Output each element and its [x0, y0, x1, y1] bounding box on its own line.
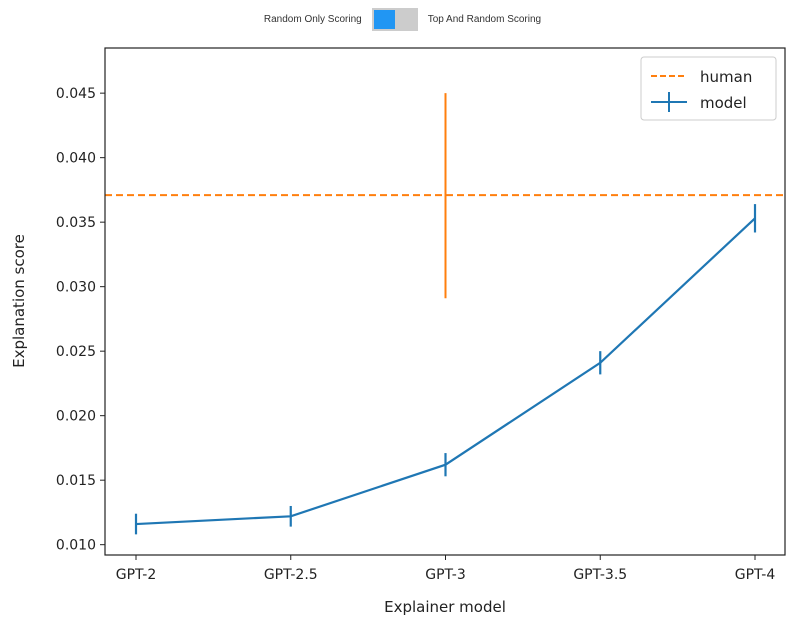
legend-human-label: human: [700, 68, 752, 86]
x-tick-label: GPT-3.5: [573, 567, 627, 583]
x-tick-label: GPT-4: [735, 567, 776, 583]
y-tick-label: 0.015: [56, 473, 96, 489]
y-tick-label: 0.030: [56, 280, 96, 296]
x-tick-label: GPT-2.5: [264, 567, 318, 583]
legend: human model: [640, 56, 777, 121]
x-tick-label: GPT-2: [116, 567, 157, 583]
y-tick-label: 0.040: [56, 151, 96, 167]
x-axis-label: Explainer model: [384, 598, 506, 616]
y-tick-label: 0.010: [56, 538, 96, 554]
toggle-knob: [373, 10, 395, 29]
y-tick-label: 0.020: [56, 409, 96, 425]
y-tick-label: 0.035: [56, 215, 96, 231]
x-tick-label: GPT-3: [425, 567, 466, 583]
random-only-label: Random Only Scoring: [263, 14, 362, 25]
top-and-random-label: Top And Random Scoring: [427, 14, 542, 25]
legend-model-label: model: [700, 94, 747, 112]
scoring-toggle-row: Random Only Scoring Top And Random Scori…: [0, 8, 805, 31]
legend-box: [640, 56, 777, 121]
scoring-toggle[interactable]: [371, 8, 418, 31]
y-tick-label: 0.025: [56, 344, 96, 360]
y-axis-label: Explanation score: [10, 234, 28, 368]
y-tick-label: 0.045: [56, 86, 96, 102]
